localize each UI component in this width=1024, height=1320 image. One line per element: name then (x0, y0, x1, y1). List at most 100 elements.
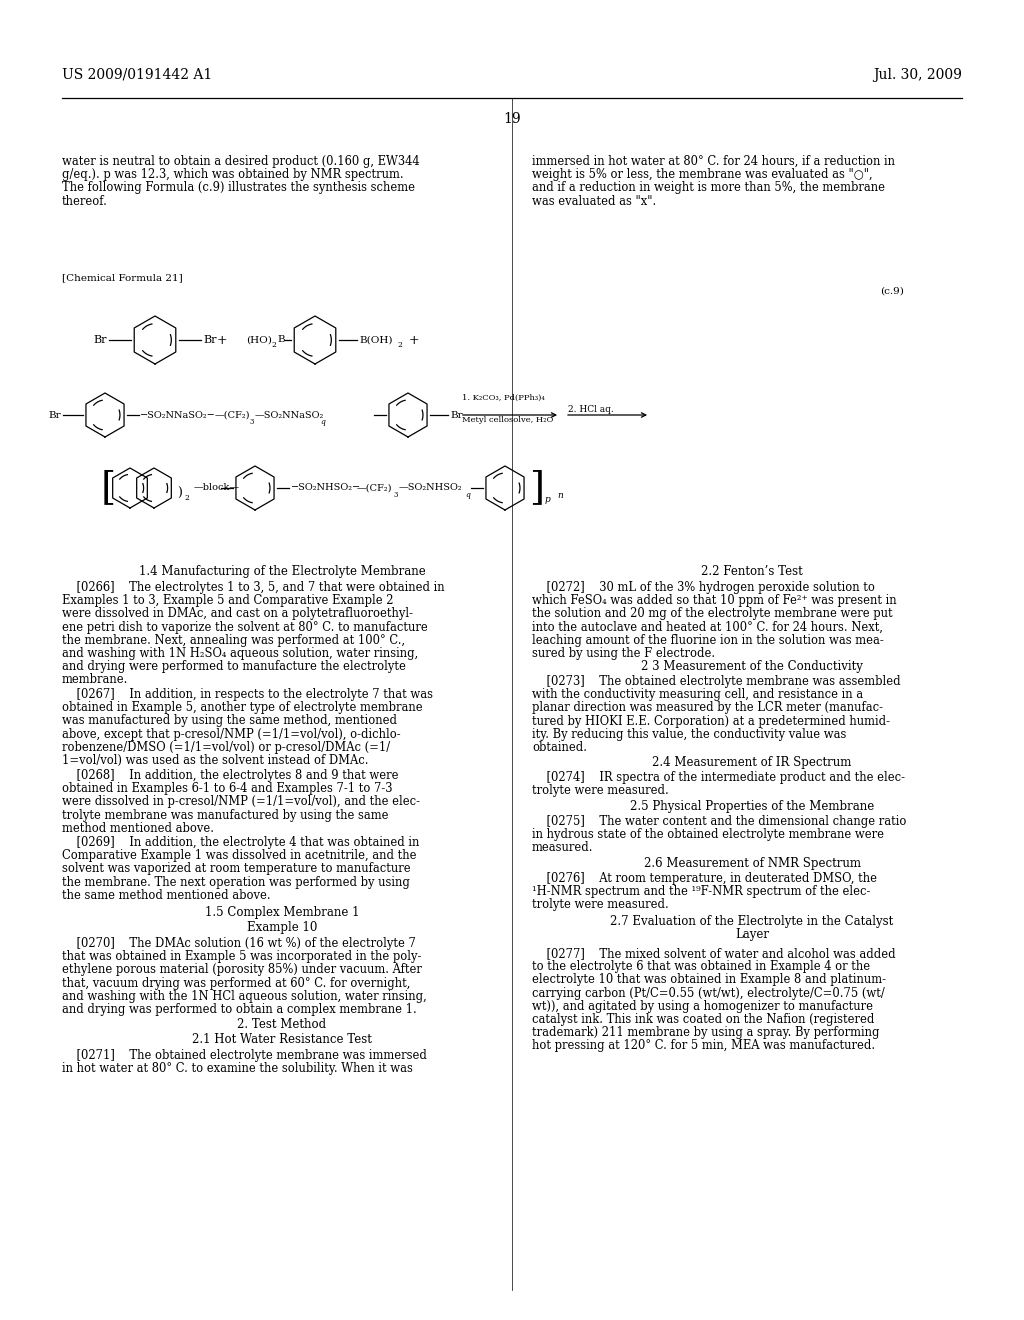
Text: Br: Br (450, 411, 463, 420)
Text: 3: 3 (250, 418, 254, 426)
Text: leaching amount of the fluorine ion in the solution was mea-: leaching amount of the fluorine ion in t… (532, 634, 884, 647)
Text: [0267]    In addition, in respects to the electrolyte 7 that was: [0267] In addition, in respects to the e… (62, 688, 433, 701)
Text: [0266]    The electrolytes 1 to 3, 5, and 7 that were obtained in: [0266] The electrolytes 1 to 3, 5, and 7… (62, 581, 444, 594)
Text: obtained in Examples 6-1 to 6-4 and Examples 7-1 to 7-3: obtained in Examples 6-1 to 6-4 and Exam… (62, 783, 392, 795)
Text: 2: 2 (397, 341, 401, 348)
Text: B: B (278, 335, 285, 345)
Text: q: q (319, 418, 325, 426)
Text: which FeSO₄ was added so that 10 ppm of Fe²⁺ was present in: which FeSO₄ was added so that 10 ppm of … (532, 594, 897, 607)
Text: that, vacuum drying was performed at 60° C. for overnight,: that, vacuum drying was performed at 60°… (62, 977, 411, 990)
Text: —SO₂NNaSO₂: —SO₂NNaSO₂ (255, 411, 325, 420)
Text: measured.: measured. (532, 841, 594, 854)
Text: Br: Br (203, 335, 216, 345)
Text: obtained in Example 5, another type of electrolyte membrane: obtained in Example 5, another type of e… (62, 701, 423, 714)
Text: 3: 3 (393, 491, 397, 499)
Text: 2.2 Fenton’s Test: 2.2 Fenton’s Test (701, 565, 803, 578)
Text: 1=vol/vol) was used as the solvent instead of DMAc.: 1=vol/vol) was used as the solvent inste… (62, 754, 369, 767)
Text: the membrane. The next operation was performed by using: the membrane. The next operation was per… (62, 875, 410, 888)
Text: with the conductivity measuring cell, and resistance in a: with the conductivity measuring cell, an… (532, 688, 863, 701)
Text: ene petri dish to vaporize the solvent at 80° C. to manufacture: ene petri dish to vaporize the solvent a… (62, 620, 428, 634)
Text: —(CF₂): —(CF₂) (357, 483, 392, 492)
Text: —SO₂NHSO₂: —SO₂NHSO₂ (399, 483, 463, 492)
Text: [0271]    The obtained electrolyte membrane was immersed: [0271] The obtained electrolyte membrane… (62, 1049, 427, 1063)
Text: +: + (217, 334, 227, 346)
Text: in hydrous state of the obtained electrolyte membrane were: in hydrous state of the obtained electro… (532, 828, 884, 841)
Text: and washing with 1N H₂SO₄ aqueous solution, water rinsing,: and washing with 1N H₂SO₄ aqueous soluti… (62, 647, 418, 660)
Text: into the autoclave and heated at 100° C. for 24 hours. Next,: into the autoclave and heated at 100° C.… (532, 620, 883, 634)
Text: and washing with the 1N HCl aqueous solution, water rinsing,: and washing with the 1N HCl aqueous solu… (62, 990, 427, 1003)
Text: −SO₂NNaSO₂−: −SO₂NNaSO₂− (140, 411, 216, 420)
Text: [0273]    The obtained electrolyte membrane was assembled: [0273] The obtained electrolyte membrane… (532, 675, 901, 688)
Text: p: p (545, 495, 551, 504)
Text: the membrane. Next, annealing was performed at 100° C.,: the membrane. Next, annealing was perfor… (62, 634, 406, 647)
Text: water is neutral to obtain a desired product (0.160 g, EW344: water is neutral to obtain a desired pro… (62, 154, 420, 168)
Text: thereof.: thereof. (62, 194, 108, 207)
Text: was manufactured by using the same method, mentioned: was manufactured by using the same metho… (62, 714, 397, 727)
Text: that was obtained in Example 5 was incorporated in the poly-: that was obtained in Example 5 was incor… (62, 950, 421, 964)
Text: 1. K₂CO₃, Pd(PPh₃)₄: 1. K₂CO₃, Pd(PPh₃)₄ (462, 393, 545, 403)
Text: [0277]    The mixed solvent of water and alcohol was added: [0277] The mixed solvent of water and al… (532, 946, 896, 960)
Text: were dissolved in p-cresol/NMP (=1/1=vol/vol), and the elec-: were dissolved in p-cresol/NMP (=1/1=vol… (62, 796, 420, 808)
Text: the solution and 20 mg of the electrolyte membrane were put: the solution and 20 mg of the electrolyt… (532, 607, 893, 620)
Text: Metyl cellosolve, H₂O: Metyl cellosolve, H₂O (462, 416, 553, 424)
Text: +: + (409, 334, 419, 346)
Text: [0272]    30 mL of the 3% hydrogen peroxide solution to: [0272] 30 mL of the 3% hydrogen peroxide… (532, 581, 874, 594)
Text: [: [ (100, 470, 116, 507)
Text: 2.1 Hot Water Resistance Test: 2.1 Hot Water Resistance Test (193, 1034, 372, 1045)
Text: ): ) (177, 487, 182, 499)
Text: 19: 19 (503, 112, 521, 125)
Text: Layer: Layer (735, 928, 769, 941)
Text: q: q (465, 491, 470, 499)
Text: were dissolved in DMAc, and cast on a polytetrafluoroethyl-: were dissolved in DMAc, and cast on a po… (62, 607, 413, 620)
Text: 2 3 Measurement of the Conductivity: 2 3 Measurement of the Conductivity (641, 660, 863, 673)
Text: and drying was performed to obtain a complex membrane 1.: and drying was performed to obtain a com… (62, 1003, 417, 1016)
Text: membrane.: membrane. (62, 673, 128, 686)
Text: —(CF₂): —(CF₂) (215, 411, 251, 420)
Text: planar direction was measured by the LCR meter (manufac-: planar direction was measured by the LCR… (532, 701, 883, 714)
Text: above, except that p-cresol/NMP (=1/1=vol/vol), o-dichlo-: above, except that p-cresol/NMP (=1/1=vo… (62, 727, 400, 741)
Text: 2. HCl aq.: 2. HCl aq. (568, 405, 613, 414)
Text: ¹H-NMR spectrum and the ¹⁹F-NMR spectrum of the elec-: ¹H-NMR spectrum and the ¹⁹F-NMR spectrum… (532, 886, 870, 898)
Text: catalyst ink. This ink was coated on the Nafion (registered: catalyst ink. This ink was coated on the… (532, 1012, 874, 1026)
Text: [0276]    At room temperature, in deuterated DMSO, the: [0276] At room temperature, in deuterate… (532, 873, 877, 884)
Text: The following Formula (c.9) illustrates the synthesis scheme: The following Formula (c.9) illustrates … (62, 181, 415, 194)
Text: electrolyte 10 that was obtained in Example 8 and platinum-: electrolyte 10 that was obtained in Exam… (532, 973, 886, 986)
Text: solvent was vaporized at room temperature to manufacture: solvent was vaporized at room temperatur… (62, 862, 411, 875)
Text: Jul. 30, 2009: Jul. 30, 2009 (873, 69, 962, 82)
Text: 2: 2 (184, 494, 188, 502)
Text: 2.6 Measurement of NMR Spectrum: 2.6 Measurement of NMR Spectrum (643, 857, 860, 870)
Text: and if a reduction in weight is more than 5%, the membrane: and if a reduction in weight is more tha… (532, 181, 885, 194)
Text: [0275]    The water content and the dimensional change ratio: [0275] The water content and the dimensi… (532, 814, 906, 828)
Text: ethylene porous material (porosity 85%) under vacuum. After: ethylene porous material (porosity 85%) … (62, 964, 422, 977)
Text: method mentioned above.: method mentioned above. (62, 822, 214, 834)
Text: hot pressing at 120° C. for 5 min, MEA was manufactured.: hot pressing at 120° C. for 5 min, MEA w… (532, 1039, 876, 1052)
Text: trolyte were measured.: trolyte were measured. (532, 899, 669, 911)
Text: Br: Br (48, 411, 61, 420)
Text: [0270]    The DMAc solution (16 wt %) of the electrolyte 7: [0270] The DMAc solution (16 wt %) of th… (62, 937, 416, 950)
Text: g/eq.). p was 12.3, which was obtained by NMR spectrum.: g/eq.). p was 12.3, which was obtained b… (62, 168, 403, 181)
Text: 2.4 Measurement of IR Spectrum: 2.4 Measurement of IR Spectrum (652, 756, 852, 770)
Text: immersed in hot water at 80° C. for 24 hours, if a reduction in: immersed in hot water at 80° C. for 24 h… (532, 154, 895, 168)
Text: robenzene/DMSO (=1/1=vol/vol) or p-cresol/DMAc (=1/: robenzene/DMSO (=1/1=vol/vol) or p-creso… (62, 741, 390, 754)
Text: tured by HIOKI E.E. Corporation) at a predetermined humid-: tured by HIOKI E.E. Corporation) at a pr… (532, 714, 890, 727)
Text: ity. By reducing this value, the conductivity value was: ity. By reducing this value, the conduct… (532, 727, 847, 741)
Text: sured by using the F electrode.: sured by using the F electrode. (532, 647, 715, 660)
Text: [0274]    IR spectra of the intermediate product and the elec-: [0274] IR spectra of the intermediate pr… (532, 771, 905, 784)
Text: (HO): (HO) (246, 335, 272, 345)
Text: 1.4 Manufacturing of the Electrolyte Membrane: 1.4 Manufacturing of the Electrolyte Mem… (138, 565, 425, 578)
Text: carrying carbon (Pt/C=0.55 (wt/wt), electrolyte/C=0.75 (wt/: carrying carbon (Pt/C=0.55 (wt/wt), elec… (532, 986, 885, 999)
Text: ]: ] (529, 470, 544, 507)
Text: [0268]    In addition, the electrolytes 8 and 9 that were: [0268] In addition, the electrolytes 8 a… (62, 770, 398, 781)
Text: the same method mentioned above.: the same method mentioned above. (62, 888, 270, 902)
Text: —block—: —block— (194, 483, 240, 492)
Text: [Chemical Formula 21]: [Chemical Formula 21] (62, 273, 182, 282)
Text: trolyte were measured.: trolyte were measured. (532, 784, 669, 797)
Text: 2: 2 (271, 341, 275, 348)
Text: Examples 1 to 3, Example 5 and Comparative Example 2: Examples 1 to 3, Example 5 and Comparati… (62, 594, 393, 607)
Text: obtained.: obtained. (532, 741, 587, 754)
Text: 1.5 Complex Membrane 1: 1.5 Complex Membrane 1 (205, 906, 359, 919)
Text: trolyte membrane was manufactured by using the same: trolyte membrane was manufactured by usi… (62, 809, 388, 821)
Text: to the electrolyte 6 that was obtained in Example 4 or the: to the electrolyte 6 that was obtained i… (532, 960, 870, 973)
Text: wt)), and agitated by using a homogenizer to manufacture: wt)), and agitated by using a homogenize… (532, 999, 873, 1012)
Text: 2. Test Method: 2. Test Method (238, 1018, 327, 1031)
